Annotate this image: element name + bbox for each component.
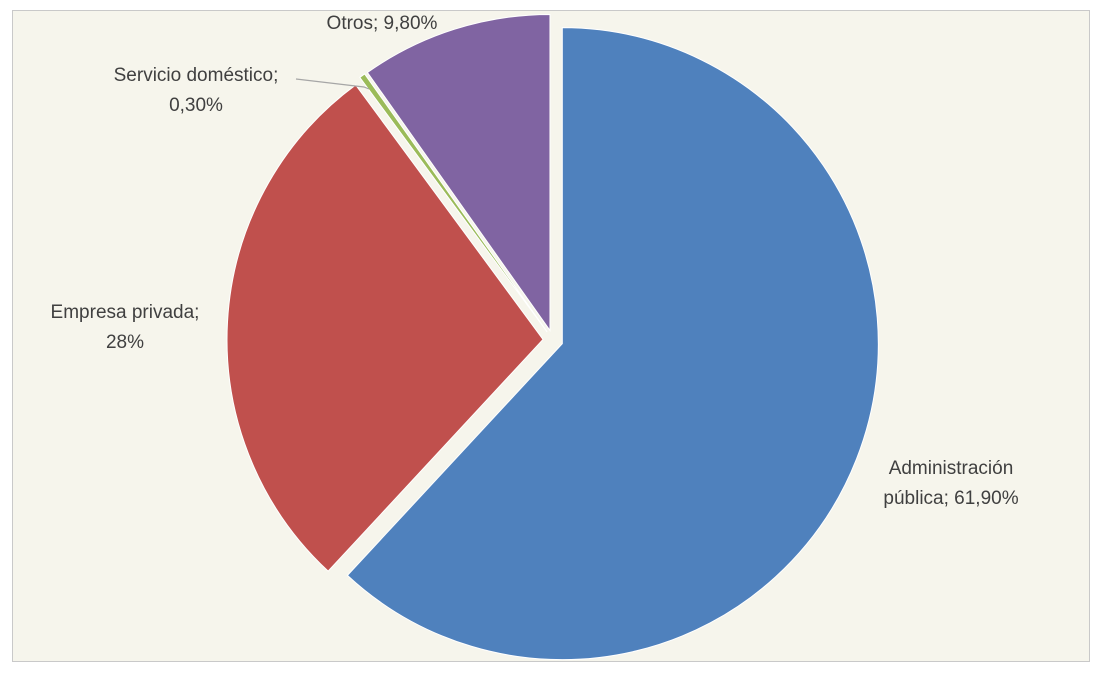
data-label: Otros; 9,80% [327, 13, 438, 34]
slices-layer [226, 13, 879, 661]
leader-lines-layer [295, 78, 370, 90]
leader-line [295, 78, 370, 90]
pie-slice-otros [366, 13, 551, 333]
pie-slice-servicio-domestico [359, 73, 548, 333]
labels-layer: Administración pública; 61,90% Empresa pri… [51, 13, 1019, 509]
pie-slice-administracion-publica [346, 27, 879, 661]
data-label: Servicio doméstico; 0,30% [114, 65, 279, 116]
pie-slice-empresa-privada [226, 84, 544, 572]
data-label: Empresa privada; 28% [51, 302, 200, 353]
data-label: Administración pública; 61,90% [883, 458, 1018, 509]
